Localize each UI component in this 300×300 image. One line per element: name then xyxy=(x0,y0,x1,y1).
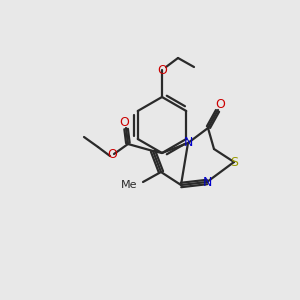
Text: O: O xyxy=(119,116,129,130)
Text: O: O xyxy=(215,98,225,112)
Text: Me: Me xyxy=(121,180,137,190)
Text: S: S xyxy=(230,155,238,169)
Text: O: O xyxy=(107,148,117,160)
Text: N: N xyxy=(202,176,212,188)
Text: N: N xyxy=(183,136,193,149)
Text: O: O xyxy=(157,64,167,76)
